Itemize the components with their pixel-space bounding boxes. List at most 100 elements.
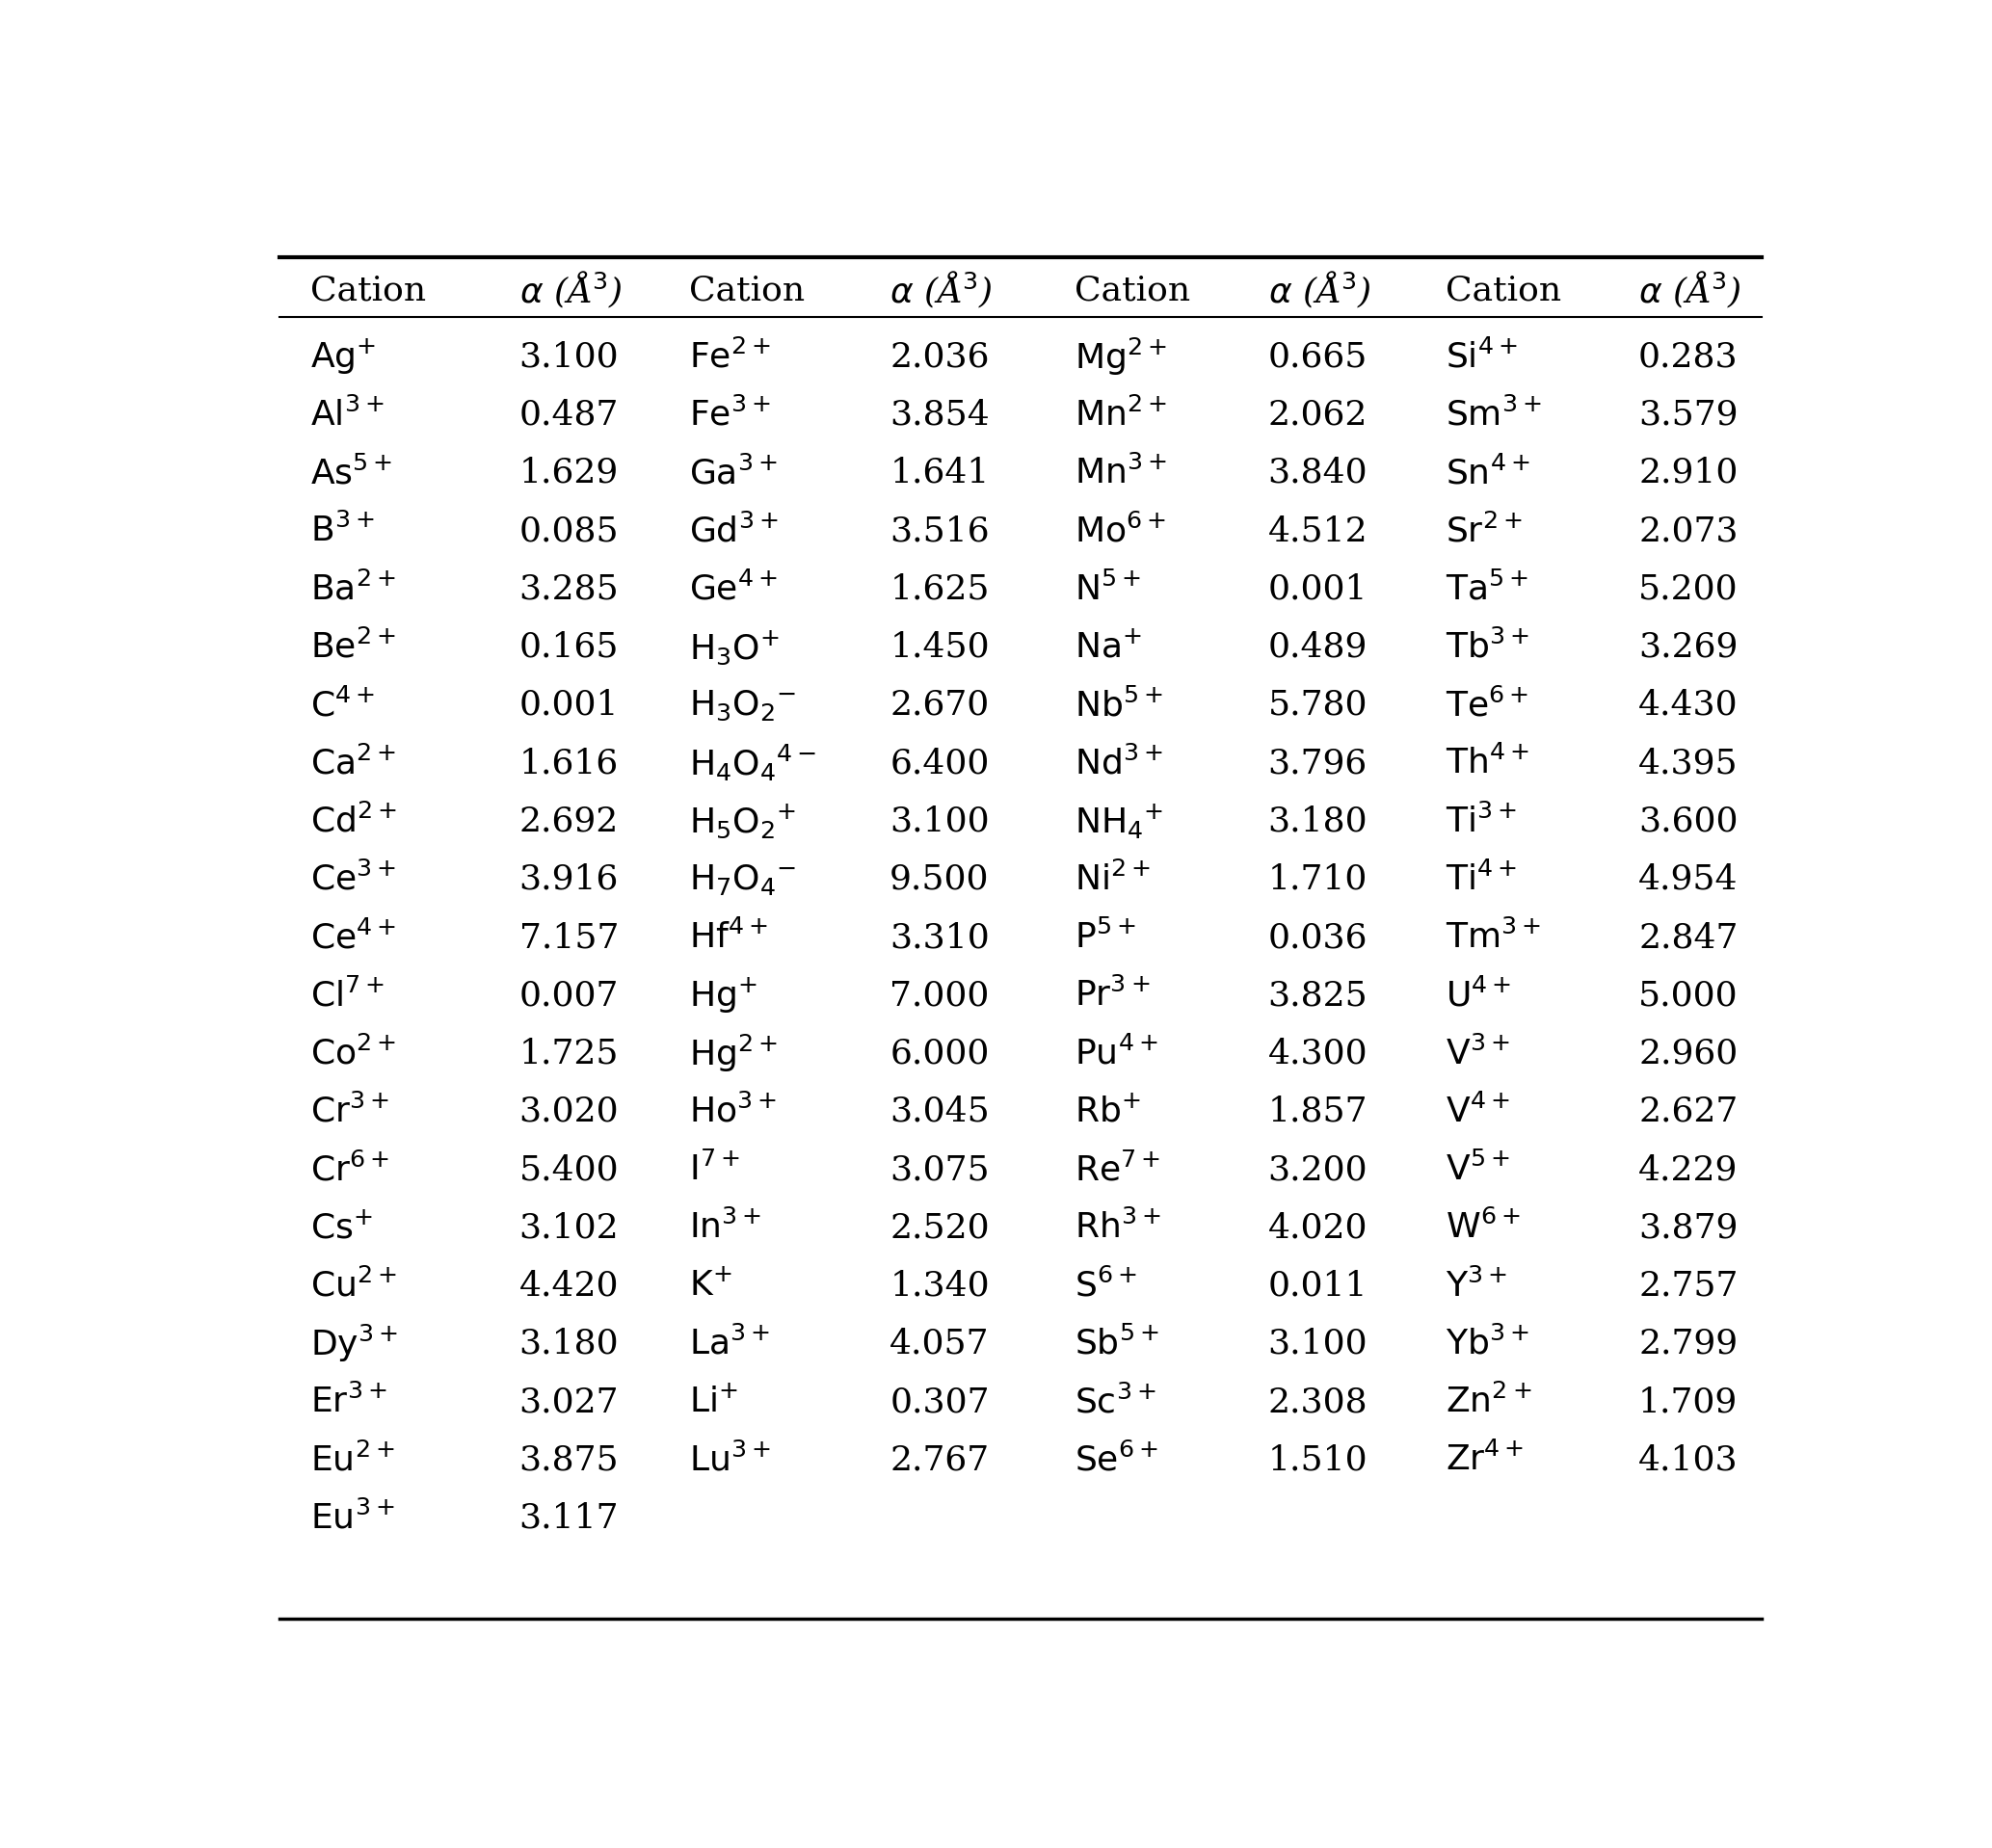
Text: 3.600: 3.600 — [1637, 806, 1739, 837]
Text: $\mathrm{K}^{+}$: $\mathrm{K}^{+}$ — [689, 1270, 731, 1303]
Text: 3.840: 3.840 — [1269, 456, 1369, 490]
Text: $\mathrm{Fe}^{2+}$: $\mathrm{Fe}^{2+}$ — [689, 340, 771, 375]
Text: $\mathrm{Sm}^{3+}$: $\mathrm{Sm}^{3+}$ — [1446, 397, 1542, 432]
Text: 1.641: 1.641 — [890, 456, 990, 490]
Text: $\mathrm{Mo}^{6+}$: $\mathrm{Mo}^{6+}$ — [1076, 514, 1167, 549]
Text: 0.001: 0.001 — [1269, 573, 1369, 606]
Text: 2.910: 2.910 — [1637, 456, 1739, 490]
Text: $\mathrm{Na}^{+}$: $\mathrm{Na}^{+}$ — [1076, 630, 1141, 663]
Text: $\mathrm{Re}^{7+}$: $\mathrm{Re}^{7+}$ — [1076, 1153, 1161, 1186]
Text: 4.300: 4.300 — [1269, 1037, 1369, 1070]
Text: Cation: Cation — [1076, 274, 1191, 307]
Text: 0.487: 0.487 — [520, 399, 620, 431]
Text: 2.757: 2.757 — [1637, 1270, 1739, 1303]
Text: $\alpha$ (Å$^3$): $\alpha$ (Å$^3$) — [890, 270, 994, 310]
Text: Cation: Cation — [689, 274, 805, 307]
Text: $\mathrm{La}^{3+}$: $\mathrm{La}^{3+}$ — [689, 1327, 771, 1362]
Text: $\mathrm{Be}^{2+}$: $\mathrm{Be}^{2+}$ — [311, 630, 396, 665]
Text: $\mathrm{Nb}^{5+}$: $\mathrm{Nb}^{5+}$ — [1076, 687, 1163, 723]
Text: 4.020: 4.020 — [1269, 1212, 1369, 1244]
Text: $\mathrm{V}^{3+}$: $\mathrm{V}^{3+}$ — [1446, 1037, 1510, 1072]
Text: $\mathrm{Hg}^{+}$: $\mathrm{Hg}^{+}$ — [689, 976, 757, 1016]
Text: 0.036: 0.036 — [1269, 920, 1369, 954]
Text: $\mathrm{C}^{4+}$: $\mathrm{C}^{4+}$ — [311, 687, 374, 723]
Text: 0.283: 0.283 — [1637, 340, 1739, 373]
Text: 2.670: 2.670 — [890, 689, 990, 723]
Text: 2.767: 2.767 — [890, 1443, 990, 1477]
Text: 4.430: 4.430 — [1637, 689, 1739, 723]
Text: 0.085: 0.085 — [520, 516, 620, 547]
Text: $\mathrm{V}^{4+}$: $\mathrm{V}^{4+}$ — [1446, 1094, 1510, 1129]
Text: 3.875: 3.875 — [520, 1443, 620, 1477]
Text: $\mathrm{NH_4}^{+}$: $\mathrm{NH_4}^{+}$ — [1076, 802, 1163, 841]
Text: 3.269: 3.269 — [1637, 630, 1739, 663]
Text: $\mathrm{N}^{5+}$: $\mathrm{N}^{5+}$ — [1076, 571, 1141, 606]
Text: 3.825: 3.825 — [1269, 979, 1369, 1013]
Text: $\mathrm{Cl}^{7+}$: $\mathrm{Cl}^{7+}$ — [311, 978, 384, 1013]
Text: 5.000: 5.000 — [1637, 979, 1739, 1013]
Text: 1.725: 1.725 — [520, 1037, 620, 1070]
Text: $\mathrm{Cu}^{2+}$: $\mathrm{Cu}^{2+}$ — [311, 1268, 396, 1303]
Text: $\mathrm{Co}^{2+}$: $\mathrm{Co}^{2+}$ — [311, 1037, 396, 1072]
Text: 3.100: 3.100 — [520, 340, 620, 373]
Text: 1.510: 1.510 — [1269, 1443, 1369, 1477]
Text: 1.629: 1.629 — [520, 456, 620, 490]
Text: $\mathrm{V}^{5+}$: $\mathrm{V}^{5+}$ — [1446, 1153, 1510, 1186]
Text: $\mathrm{Zr}^{4+}$: $\mathrm{Zr}^{4+}$ — [1446, 1443, 1524, 1477]
Text: 2.960: 2.960 — [1637, 1037, 1737, 1070]
Text: $\mathrm{Tb}^{3+}$: $\mathrm{Tb}^{3+}$ — [1446, 630, 1530, 665]
Text: $\mathrm{Cs}^{+}$: $\mathrm{Cs}^{+}$ — [311, 1210, 373, 1244]
Text: 3.102: 3.102 — [520, 1212, 620, 1244]
Text: 3.100: 3.100 — [890, 806, 990, 837]
Text: 5.780: 5.780 — [1269, 689, 1369, 723]
Text: 0.165: 0.165 — [520, 630, 620, 663]
Text: $\mathrm{Y}^{3+}$: $\mathrm{Y}^{3+}$ — [1446, 1268, 1508, 1303]
Text: 3.180: 3.180 — [520, 1327, 620, 1360]
Text: $\mathrm{Pr}^{3+}$: $\mathrm{Pr}^{3+}$ — [1076, 978, 1151, 1013]
Text: 3.796: 3.796 — [1269, 747, 1367, 780]
Text: 3.579: 3.579 — [1637, 399, 1739, 431]
Text: 1.625: 1.625 — [890, 573, 990, 606]
Text: $\mathrm{Cr}^{6+}$: $\mathrm{Cr}^{6+}$ — [311, 1153, 390, 1186]
Text: $\mathrm{Lu}^{3+}$: $\mathrm{Lu}^{3+}$ — [689, 1443, 771, 1477]
Text: $\mathrm{Cd}^{2+}$: $\mathrm{Cd}^{2+}$ — [311, 804, 396, 839]
Text: 4.229: 4.229 — [1637, 1153, 1739, 1186]
Text: 1.857: 1.857 — [1269, 1096, 1369, 1127]
Text: Cation: Cation — [311, 274, 426, 307]
Text: $\mathrm{P}^{5+}$: $\mathrm{P}^{5+}$ — [1076, 920, 1135, 955]
Text: $\mathrm{Ta}^{5+}$: $\mathrm{Ta}^{5+}$ — [1446, 571, 1528, 606]
Text: $\alpha$ (Å$^3$): $\alpha$ (Å$^3$) — [1269, 270, 1370, 310]
Text: $\mathrm{Pu}^{4+}$: $\mathrm{Pu}^{4+}$ — [1076, 1037, 1157, 1072]
Text: 3.117: 3.117 — [520, 1502, 620, 1534]
Text: 0.001: 0.001 — [520, 689, 620, 723]
Text: $\mathrm{Mn}^{3+}$: $\mathrm{Mn}^{3+}$ — [1076, 456, 1167, 490]
Text: 3.200: 3.200 — [1269, 1153, 1369, 1186]
Text: 6.400: 6.400 — [890, 747, 990, 780]
Text: $\mathrm{Eu}^{3+}$: $\mathrm{Eu}^{3+}$ — [311, 1501, 394, 1536]
Text: $\mathrm{Al}^{3+}$: $\mathrm{Al}^{3+}$ — [311, 397, 384, 432]
Text: $\mathrm{Eu}^{2+}$: $\mathrm{Eu}^{2+}$ — [311, 1443, 394, 1477]
Text: $\mathrm{Th}^{4+}$: $\mathrm{Th}^{4+}$ — [1446, 747, 1530, 780]
Text: 3.516: 3.516 — [890, 516, 990, 547]
Text: $\mathrm{Ti}^{3+}$: $\mathrm{Ti}^{3+}$ — [1446, 804, 1516, 839]
Text: 4.395: 4.395 — [1637, 747, 1739, 780]
Text: 2.036: 2.036 — [890, 340, 990, 373]
Text: $\mathrm{H_3O}^{+}$: $\mathrm{H_3O}^{+}$ — [689, 628, 779, 667]
Text: $\mathrm{As}^{5+}$: $\mathrm{As}^{5+}$ — [311, 456, 392, 490]
Text: 2.692: 2.692 — [520, 806, 620, 837]
Text: $\mathrm{Rh}^{3+}$: $\mathrm{Rh}^{3+}$ — [1076, 1210, 1161, 1246]
Text: $\mathrm{Cr}^{3+}$: $\mathrm{Cr}^{3+}$ — [311, 1094, 390, 1129]
Text: $\mathrm{Se}^{6+}$: $\mathrm{Se}^{6+}$ — [1076, 1443, 1159, 1477]
Text: $\mathrm{Rb}^{+}$: $\mathrm{Rb}^{+}$ — [1076, 1096, 1141, 1129]
Text: $\mathrm{Dy}^{3+}$: $\mathrm{Dy}^{3+}$ — [311, 1323, 398, 1364]
Text: 2.308: 2.308 — [1269, 1386, 1369, 1419]
Text: 3.879: 3.879 — [1637, 1212, 1739, 1244]
Text: $\mathrm{Ni}^{2+}$: $\mathrm{Ni}^{2+}$ — [1076, 861, 1151, 896]
Text: $\mathrm{B}^{3+}$: $\mathrm{B}^{3+}$ — [311, 514, 374, 549]
Text: 3.075: 3.075 — [890, 1153, 990, 1186]
Text: 5.200: 5.200 — [1637, 573, 1739, 606]
Text: $\mathrm{H_4O_4}^{4-}$: $\mathrm{H_4O_4}^{4-}$ — [689, 743, 817, 784]
Text: $\mathrm{Gd}^{3+}$: $\mathrm{Gd}^{3+}$ — [689, 514, 779, 549]
Text: $\mathrm{H_7O_4}^{-}$: $\mathrm{H_7O_4}^{-}$ — [689, 863, 797, 896]
Text: $\mathrm{Li}^{+}$: $\mathrm{Li}^{+}$ — [689, 1386, 737, 1419]
